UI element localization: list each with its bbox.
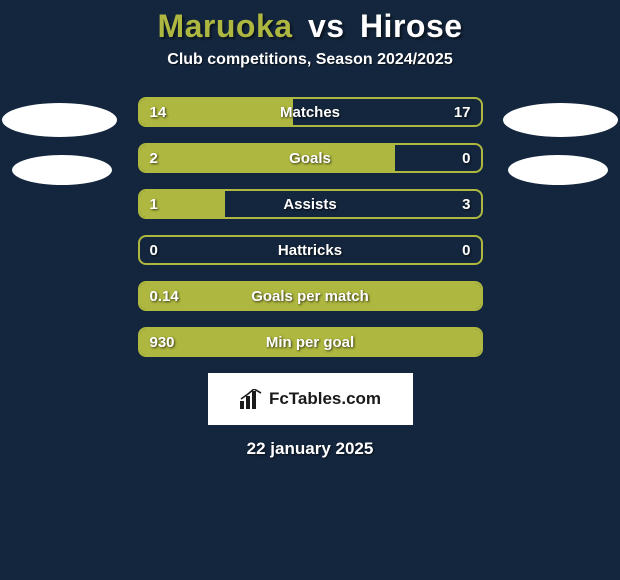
- stat-value-right: 0: [452, 145, 480, 171]
- date-text: 22 january 2025: [0, 439, 620, 459]
- stat-label: Assists: [140, 191, 481, 217]
- stat-label: Hattricks: [140, 237, 481, 263]
- stat-label: Matches: [140, 99, 481, 125]
- stat-bars: Matches1417Goals20Assists13Hattricks00Go…: [138, 97, 483, 357]
- stat-value-right: 0: [452, 237, 480, 263]
- stat-row: Assists1 3: [138, 189, 483, 219]
- stat-row: Min per goal930: [138, 327, 483, 357]
- main-title: Maruoka vs Hirose: [0, 0, 620, 45]
- stat-row: Matches14 17: [138, 97, 483, 127]
- player1-name: Maruoka: [157, 8, 292, 44]
- bar-chart-icon: [239, 389, 263, 409]
- subtitle: Club competitions, Season 2024/2025: [0, 51, 620, 69]
- stat-row: Hattricks0 0: [138, 235, 483, 265]
- stat-value-left: 930: [140, 329, 185, 355]
- player1-logo-placeholder: [2, 103, 117, 137]
- comparison-infographic: Maruoka vs Hirose Club competitions, Sea…: [0, 0, 620, 580]
- player2-club-placeholder: [508, 155, 608, 185]
- brand-text: FcTables.com: [269, 389, 381, 409]
- stat-row: Goals per match0.14: [138, 281, 483, 311]
- stat-value-left: 0: [140, 237, 168, 263]
- stat-value-left: 1: [140, 191, 168, 217]
- stat-value-right: 17: [444, 99, 481, 125]
- stat-row: Goals2 0: [138, 143, 483, 173]
- brand-box: FcTables.com: [208, 373, 413, 425]
- player2-name: Hirose: [360, 8, 463, 44]
- stat-label: Goals: [140, 145, 481, 171]
- stat-value-left: 2: [140, 145, 168, 171]
- stat-value-left: 0.14: [140, 283, 189, 309]
- player1-club-placeholder: [12, 155, 112, 185]
- vs-text: vs: [308, 8, 345, 44]
- player2-logo-placeholder: [503, 103, 618, 137]
- stat-label: Goals per match: [140, 283, 481, 309]
- stat-value-left: 14: [140, 99, 177, 125]
- content-area: Matches1417Goals20Assists13Hattricks00Go…: [0, 97, 620, 459]
- stat-label: Min per goal: [140, 329, 481, 355]
- stat-value-right: 3: [452, 191, 480, 217]
